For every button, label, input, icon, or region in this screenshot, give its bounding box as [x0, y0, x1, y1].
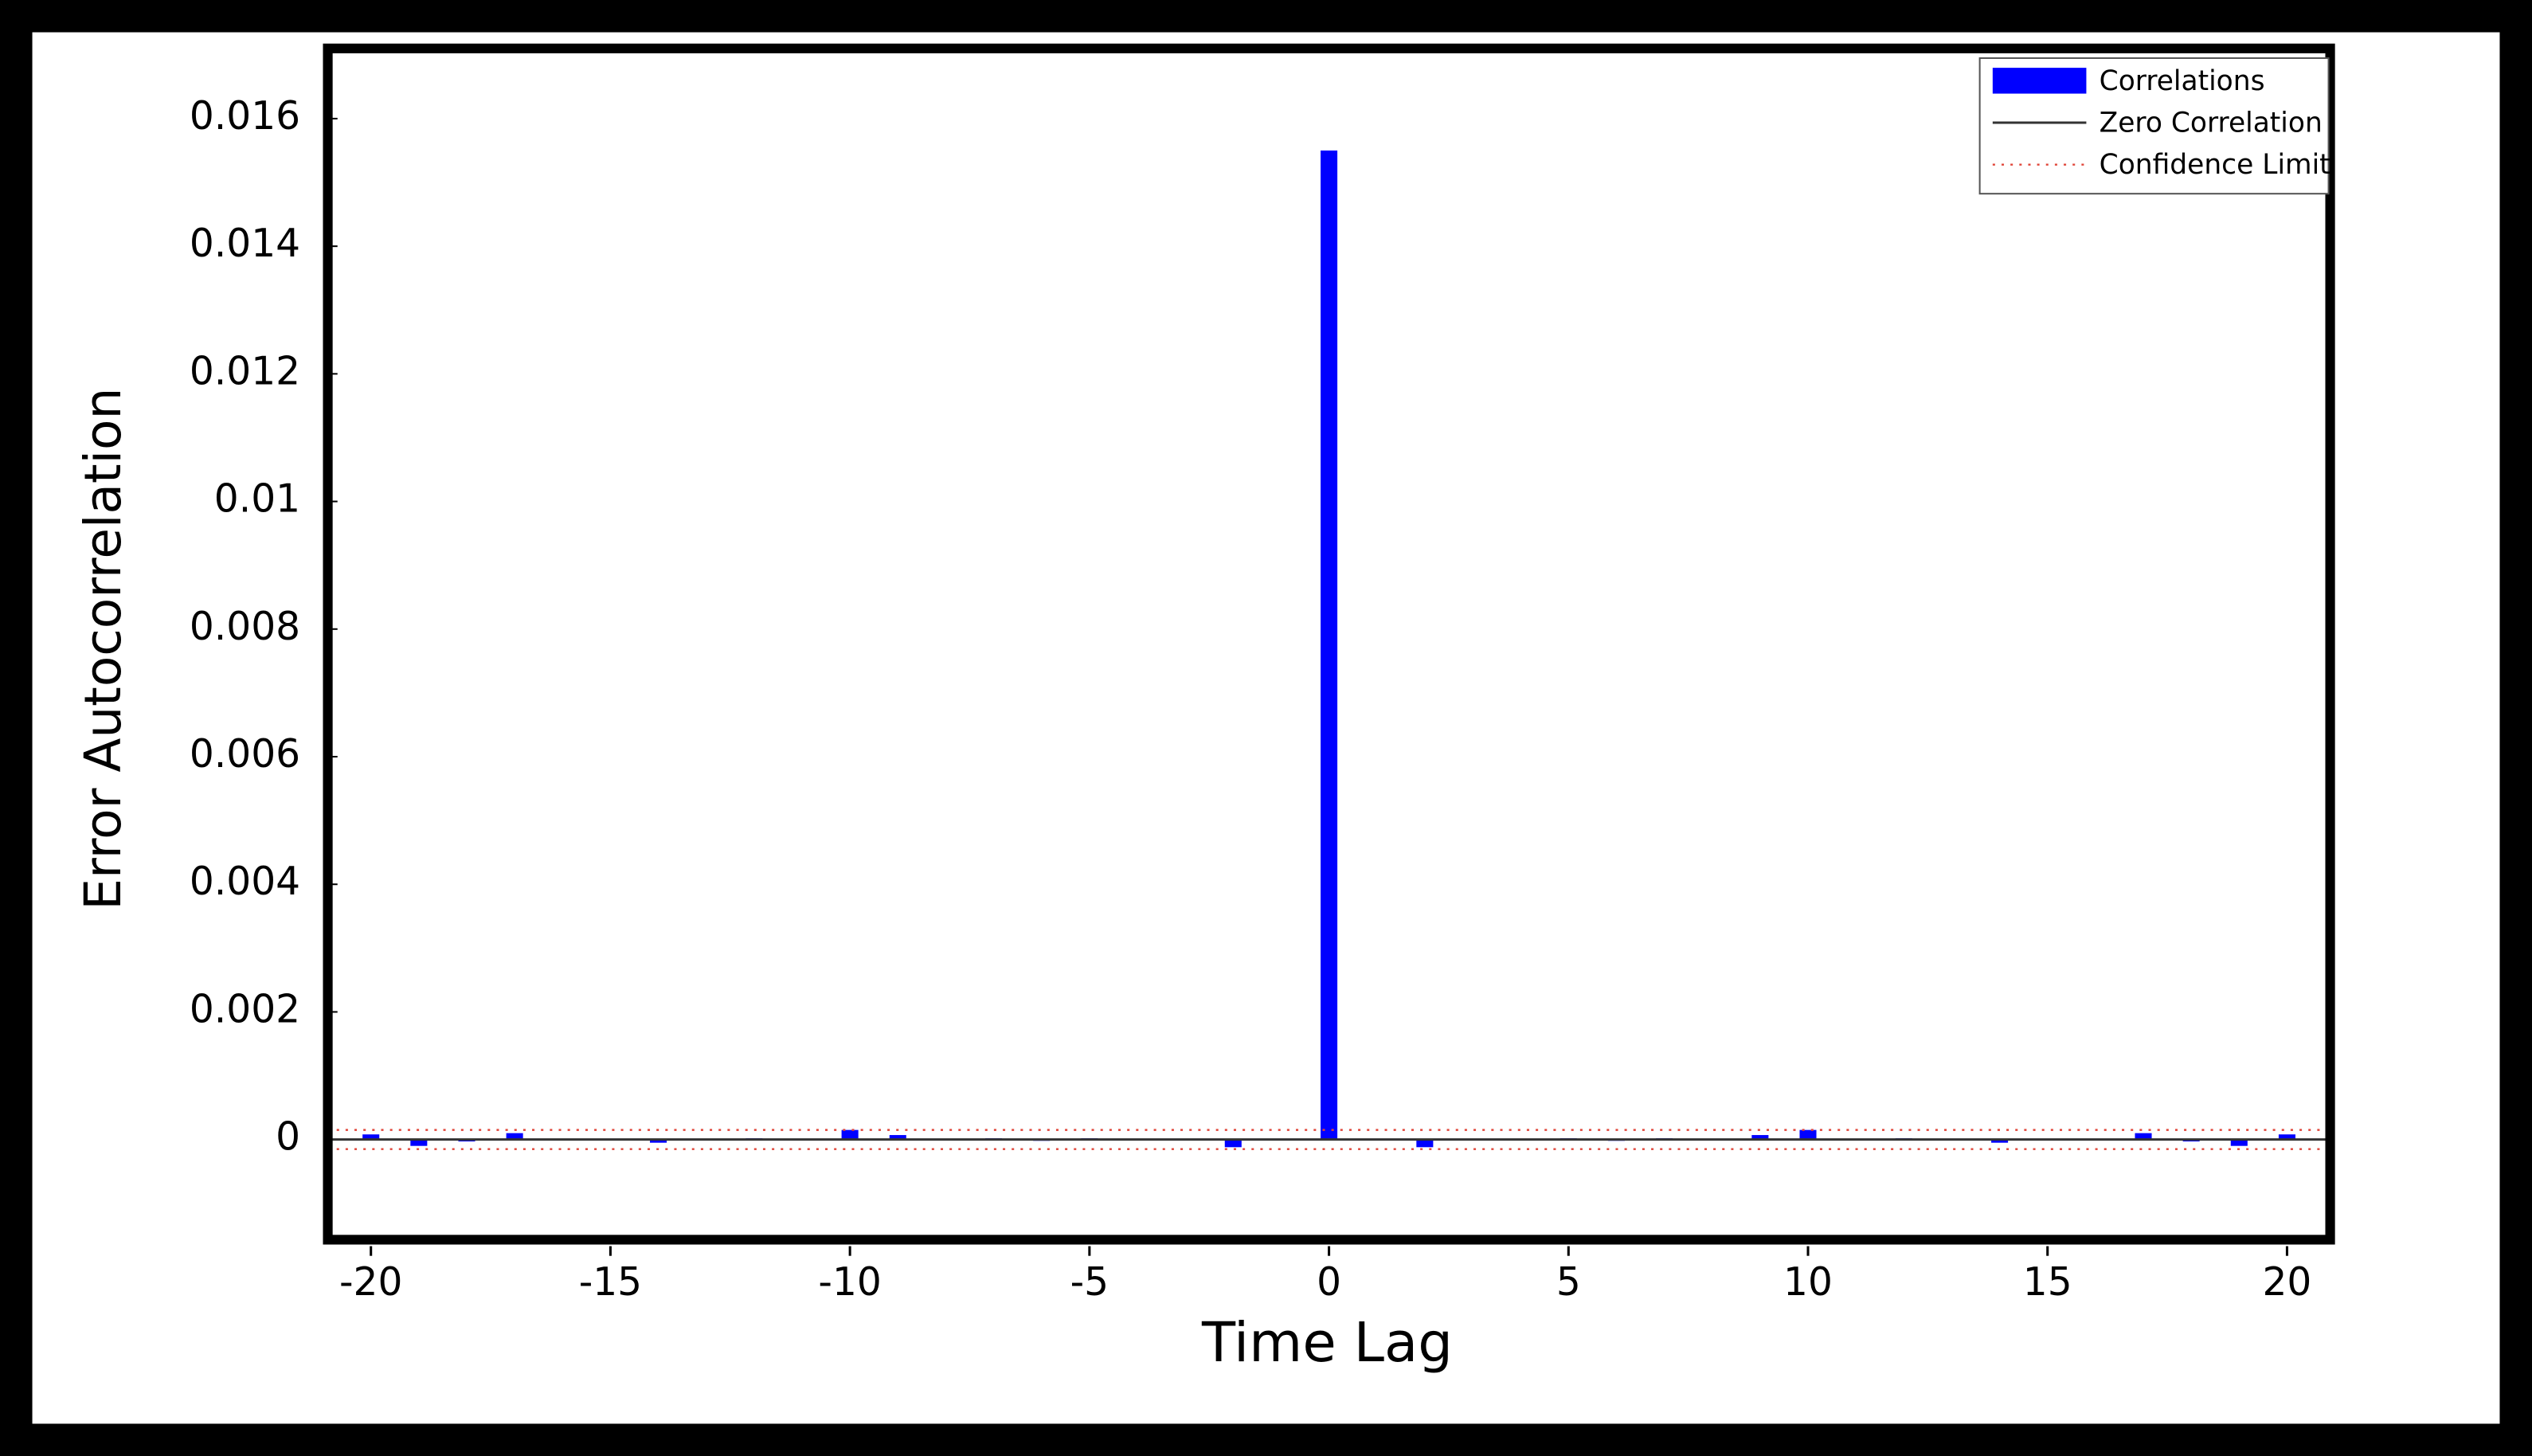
x-axis-title: Time Lag [1201, 1311, 1453, 1375]
y-axis-title: Error Autocorrelation [74, 388, 132, 910]
bar [1799, 1129, 1817, 1140]
legend-label: Correlations [2100, 65, 2265, 97]
x-tick-label: 5 [1556, 1260, 1581, 1305]
bar [841, 1129, 859, 1140]
x-tick-label: -20 [339, 1260, 402, 1305]
bar [1991, 1139, 2009, 1143]
bar [1416, 1139, 1434, 1148]
x-tick-label: -5 [1070, 1260, 1109, 1305]
y-tick-label: 0.01 [214, 477, 300, 522]
x-tick-label: -15 [579, 1260, 642, 1305]
y-tick-label: 0.008 [190, 605, 300, 649]
y-tick-label: 0.014 [190, 221, 300, 266]
plot-frame [323, 43, 2335, 1245]
legend-swatch [1992, 68, 2087, 94]
bar [2230, 1139, 2248, 1146]
bar [2278, 1134, 2295, 1140]
y-tick-label: 0 [276, 1115, 300, 1160]
x-tick-label: 10 [1783, 1260, 1833, 1305]
y-tick-label: 0.006 [190, 732, 300, 777]
bar [506, 1133, 523, 1140]
y-tick-label: 0.012 [190, 349, 300, 393]
legend-label: Zero Correlation [2100, 108, 2323, 139]
x-tick-label: -10 [818, 1260, 881, 1305]
legend-label: Confidence Limit [2100, 149, 2330, 181]
x-tick-label: 0 [1317, 1260, 1341, 1305]
bar [650, 1139, 667, 1143]
y-tick-label: 0.002 [190, 987, 300, 1031]
bar [1751, 1135, 1769, 1140]
bar [410, 1139, 428, 1146]
bar [1321, 150, 1338, 1140]
x-tick-label: 20 [2262, 1260, 2311, 1305]
y-tick-label: 0.016 [190, 94, 300, 139]
bar [889, 1135, 906, 1140]
bar [362, 1134, 380, 1140]
canvas [32, 32, 2500, 1424]
bar [1224, 1139, 1242, 1148]
bar [2135, 1133, 2152, 1140]
y-tick-label: 0.004 [190, 859, 300, 904]
x-tick-label: 15 [2023, 1260, 2072, 1305]
